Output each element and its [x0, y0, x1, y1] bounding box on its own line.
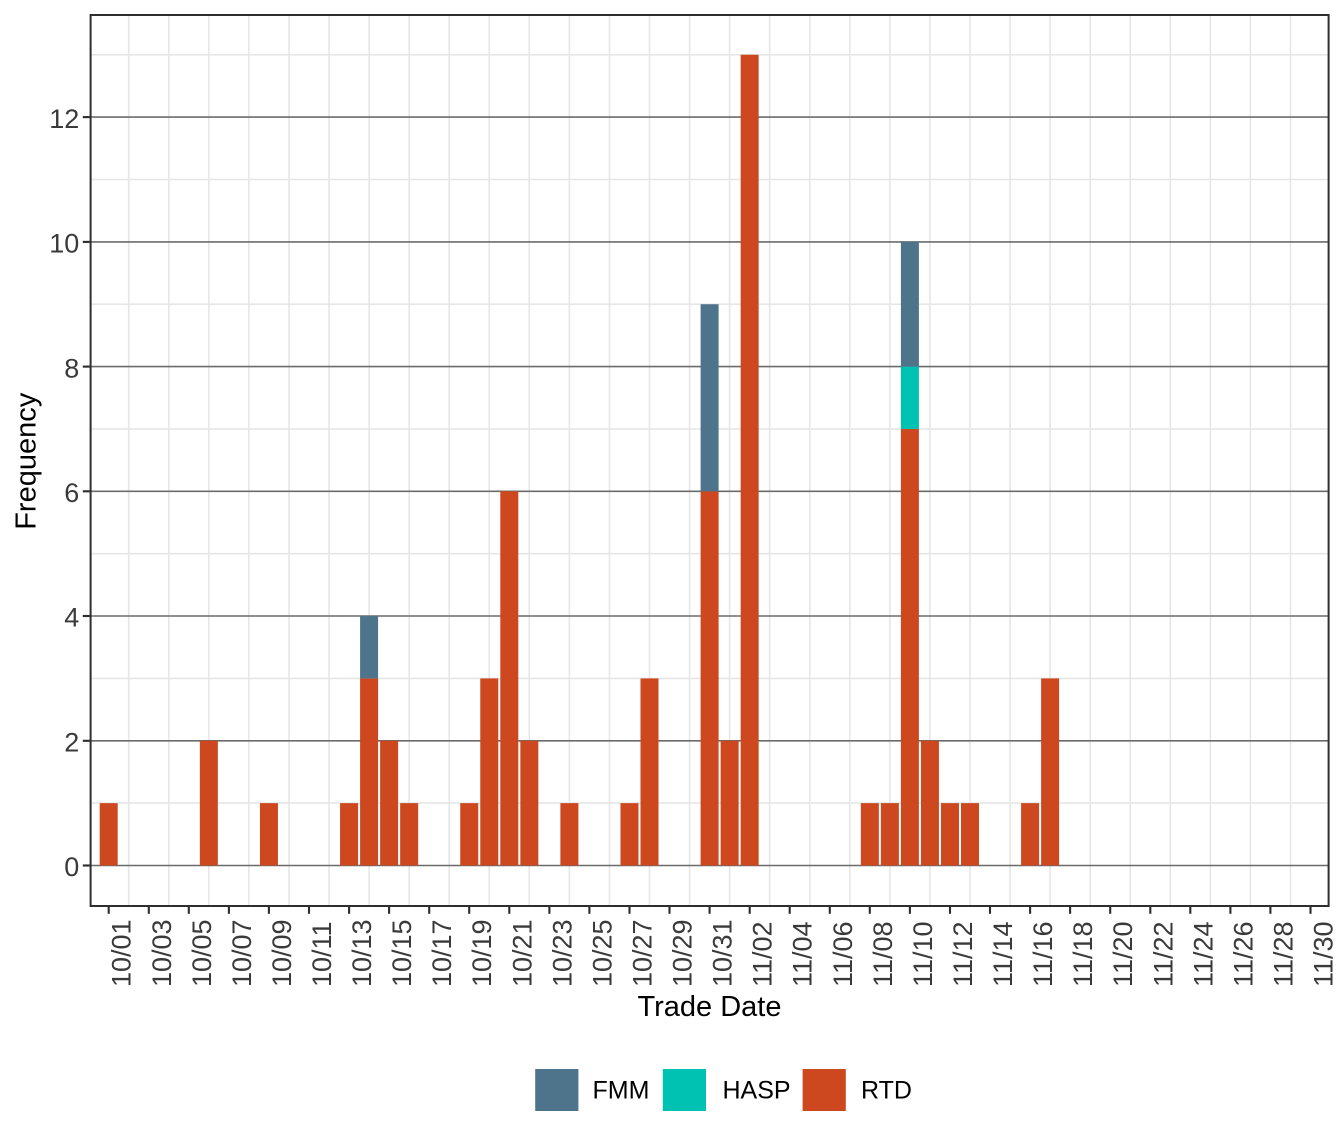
svg-text:10/03: 10/03 — [147, 919, 177, 987]
svg-text:11/04: 11/04 — [788, 921, 818, 987]
svg-text:11/14: 11/14 — [988, 921, 1018, 987]
svg-text:10/15: 10/15 — [387, 919, 417, 987]
svg-text:10/11: 10/11 — [307, 921, 337, 987]
svg-text:4: 4 — [64, 603, 79, 633]
svg-text:HASP: HASP — [723, 1077, 791, 1105]
svg-text:Trade Date: Trade Date — [638, 991, 782, 1023]
svg-text:10/17: 10/17 — [427, 919, 457, 987]
svg-text:11/30: 11/30 — [1309, 921, 1339, 987]
svg-text:10/07: 10/07 — [227, 919, 257, 987]
svg-text:10/19: 10/19 — [467, 919, 497, 987]
svg-text:11/16: 11/16 — [1028, 921, 1058, 987]
svg-text:6: 6 — [64, 478, 79, 508]
svg-text:11/18: 11/18 — [1068, 921, 1098, 987]
svg-text:10/23: 10/23 — [547, 919, 577, 987]
svg-text:11/26: 11/26 — [1228, 921, 1258, 987]
svg-text:11/08: 11/08 — [868, 921, 898, 987]
svg-text:10/29: 10/29 — [668, 919, 698, 987]
svg-text:10/21: 10/21 — [507, 919, 537, 987]
svg-text:FMM: FMM — [593, 1077, 650, 1105]
svg-text:11/12: 11/12 — [948, 921, 978, 987]
svg-text:11/20: 11/20 — [1108, 921, 1138, 987]
svg-text:10/31: 10/31 — [708, 919, 738, 987]
svg-text:11/10: 11/10 — [908, 921, 938, 987]
svg-text:2: 2 — [64, 728, 79, 758]
svg-text:8: 8 — [64, 353, 79, 383]
svg-text:10: 10 — [49, 229, 79, 259]
svg-text:10/13: 10/13 — [347, 919, 377, 987]
svg-text:10/01: 10/01 — [107, 919, 137, 987]
svg-text:11/06: 11/06 — [828, 921, 858, 987]
svg-text:12: 12 — [49, 104, 79, 134]
svg-text:11/02: 11/02 — [748, 921, 778, 987]
svg-text:0: 0 — [64, 852, 79, 882]
svg-text:Frequency: Frequency — [10, 392, 42, 530]
svg-text:11/22: 11/22 — [1148, 921, 1178, 987]
svg-text:10/05: 10/05 — [187, 919, 217, 987]
svg-text:10/09: 10/09 — [267, 919, 297, 987]
svg-text:10/25: 10/25 — [587, 919, 617, 987]
svg-text:10/27: 10/27 — [628, 919, 658, 987]
svg-text:11/28: 11/28 — [1268, 921, 1298, 987]
svg-text:RTD: RTD — [861, 1077, 912, 1105]
svg-text:11/24: 11/24 — [1188, 921, 1218, 987]
